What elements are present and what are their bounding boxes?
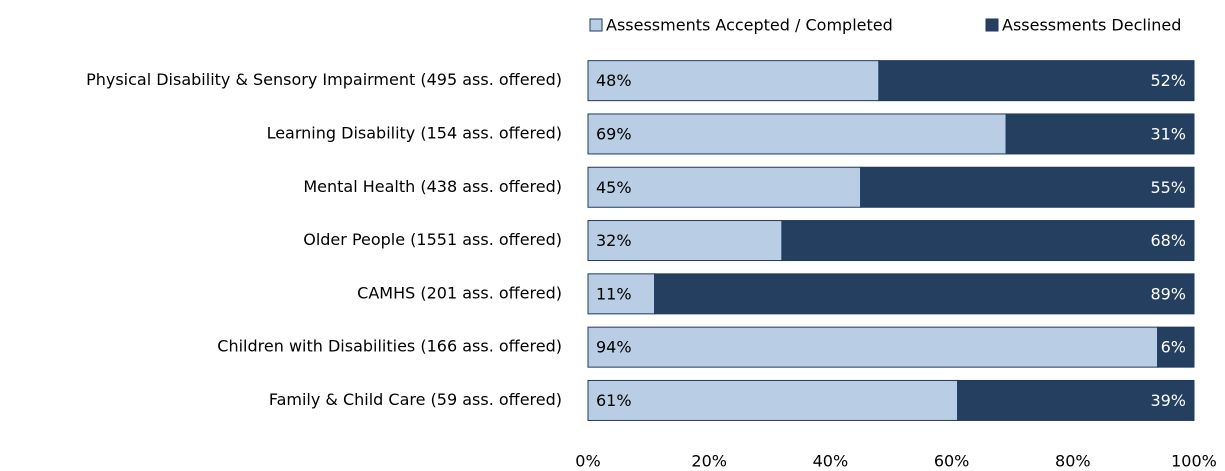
bar-segment	[860, 166, 1195, 208]
bar-segment	[1005, 113, 1195, 155]
bar-segment	[587, 113, 1007, 155]
legend-label: Assessments Accepted / Completed	[606, 16, 893, 35]
x-tick-label: 60%	[934, 452, 970, 471]
legend-swatch	[589, 18, 603, 32]
category-label: Mental Health (438 ass. offered)	[303, 177, 562, 196]
data-label: 39%	[1150, 391, 1186, 410]
category-label: Older People (1551 ass. offered)	[303, 230, 562, 249]
legend-label: Assessments Declined	[1002, 16, 1181, 35]
bar-segment	[878, 60, 1195, 102]
bar-segment	[957, 379, 1195, 421]
legend-swatch	[985, 18, 999, 32]
data-label: 61%	[596, 391, 632, 410]
category-label: Learning Disability (154 ass. offered)	[267, 123, 562, 142]
data-label: 69%	[596, 124, 632, 143]
bar-segment	[587, 166, 862, 208]
data-label: 52%	[1150, 71, 1186, 90]
x-tick-label: 100%	[1171, 452, 1217, 471]
data-label: 89%	[1150, 284, 1186, 303]
data-label: 6%	[1161, 338, 1186, 357]
category-label: Physical Disability & Sensory Impairment…	[86, 70, 562, 89]
bar-segment	[587, 60, 880, 102]
bar-segment	[587, 326, 1159, 368]
data-label: 11%	[596, 284, 632, 303]
data-label: 68%	[1150, 231, 1186, 250]
bar-segment	[587, 220, 783, 262]
x-tick-label: 20%	[691, 452, 727, 471]
x-tick-label: 40%	[813, 452, 849, 471]
data-label: 55%	[1150, 178, 1186, 197]
category-label: Children with Disabilities (166 ass. off…	[217, 337, 562, 356]
data-label: 94%	[596, 338, 632, 357]
data-label: 45%	[596, 178, 632, 197]
x-tick-label: 80%	[1055, 452, 1091, 471]
category-label: Family & Child Care (59 ass. offered)	[269, 390, 562, 409]
data-label: 31%	[1150, 124, 1186, 143]
bar-segment	[654, 273, 1195, 315]
bar-segment	[587, 379, 959, 421]
category-label: CAMHS (201 ass. offered)	[357, 283, 562, 302]
bar-segment	[781, 220, 1195, 262]
x-tick-label: 0%	[575, 452, 600, 471]
data-label: 32%	[596, 231, 632, 250]
data-label: 48%	[596, 71, 632, 90]
bar-segment	[1157, 326, 1195, 368]
